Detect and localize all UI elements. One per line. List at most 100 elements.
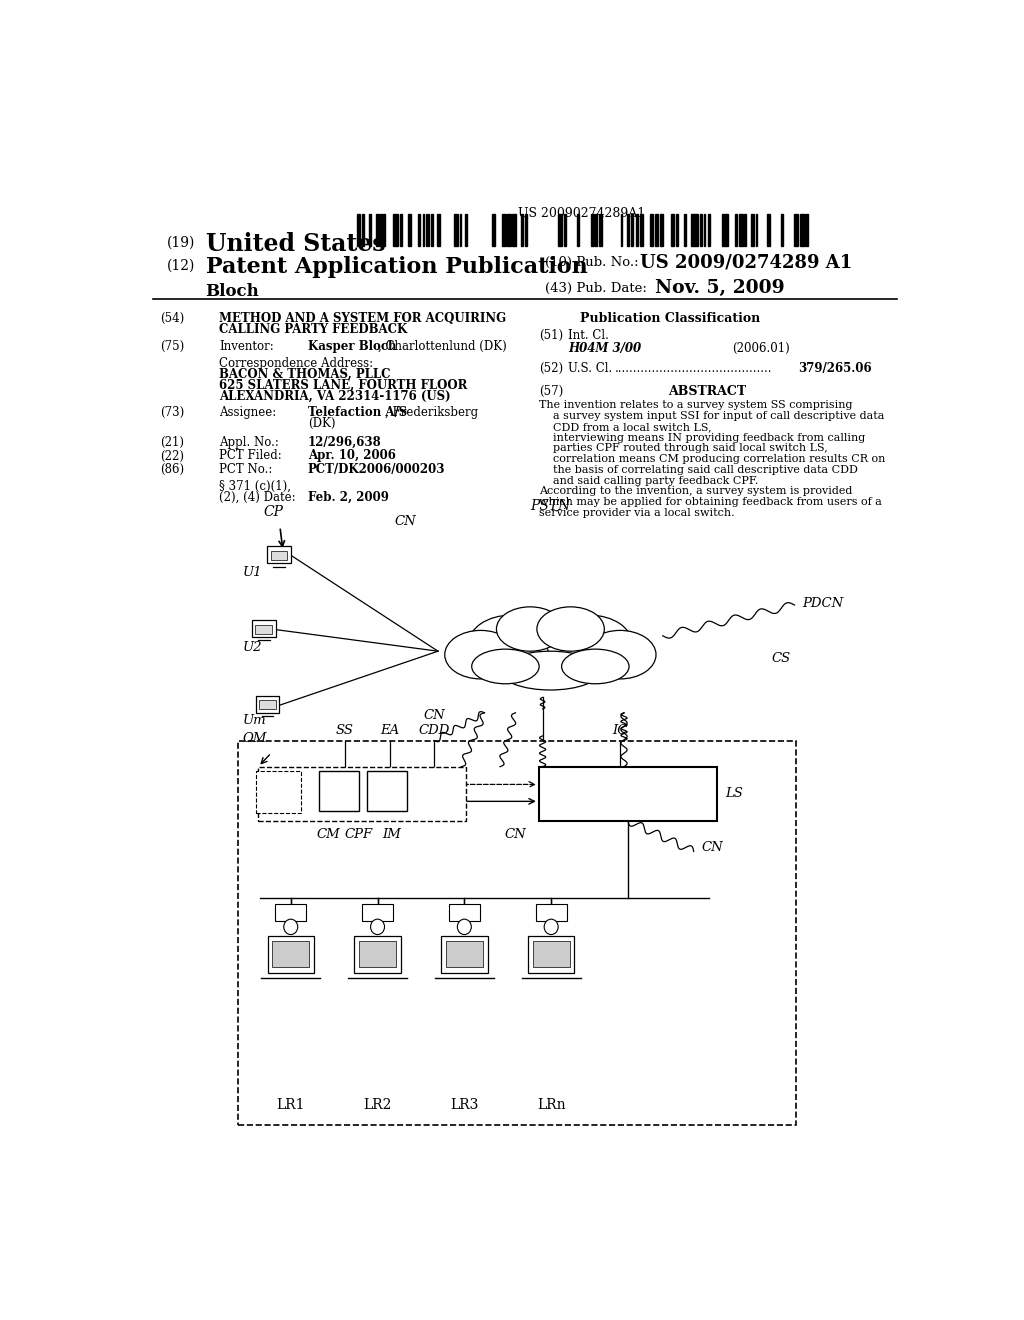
Bar <box>369 214 372 246</box>
Text: (12): (12) <box>167 259 196 272</box>
Ellipse shape <box>472 649 540 684</box>
Text: (57): (57) <box>539 385 563 397</box>
Bar <box>393 214 398 246</box>
Text: Correspondence Address:: Correspondence Address: <box>219 358 374 370</box>
Text: § 371 (c)(1),: § 371 (c)(1), <box>219 480 292 494</box>
Text: CALLING PARTY FEEDBACK: CALLING PARTY FEEDBACK <box>219 323 408 337</box>
Bar <box>672 214 675 246</box>
Text: H04M 3/00: H04M 3/00 <box>568 342 641 355</box>
Ellipse shape <box>371 919 385 935</box>
Bar <box>267 936 314 973</box>
Bar <box>256 696 280 713</box>
Text: BACON & THOMAS, PLLC: BACON & THOMAS, PLLC <box>219 368 391 381</box>
Bar <box>722 214 726 246</box>
Bar <box>536 904 566 921</box>
Bar <box>418 214 420 246</box>
Bar <box>507 214 511 246</box>
Text: LR3: LR3 <box>451 1098 478 1111</box>
Bar <box>275 904 306 921</box>
Text: CP: CP <box>264 504 284 519</box>
Text: According to the invention, a survey system is provided: According to the invention, a survey sys… <box>539 487 852 496</box>
Bar <box>691 214 694 246</box>
Text: CN
CDD: CN CDD <box>419 709 450 738</box>
Text: U.S. Cl.: U.S. Cl. <box>568 363 612 375</box>
Text: (21): (21) <box>161 436 184 449</box>
Text: ..........................................: ........................................… <box>614 363 772 375</box>
Bar <box>362 214 365 246</box>
Bar <box>700 214 701 246</box>
Text: ABSTRACT: ABSTRACT <box>668 385 746 397</box>
Bar <box>502 214 506 246</box>
Bar <box>437 214 439 246</box>
Bar <box>806 214 809 246</box>
Text: LR2: LR2 <box>364 1098 392 1111</box>
Bar <box>267 546 291 564</box>
Bar <box>256 771 301 813</box>
Text: (86): (86) <box>161 463 184 477</box>
Ellipse shape <box>537 607 604 651</box>
Ellipse shape <box>497 607 564 651</box>
Bar <box>238 741 796 1125</box>
Text: (10) Pub. No.:: (10) Pub. No.: <box>545 256 639 269</box>
Bar <box>426 214 427 246</box>
Text: (73): (73) <box>161 407 184 420</box>
Bar <box>794 214 799 246</box>
Text: US 20090274289A1: US 20090274289A1 <box>518 207 645 220</box>
Bar <box>270 550 288 560</box>
Ellipse shape <box>284 919 298 935</box>
Bar <box>524 214 527 246</box>
Bar <box>255 624 272 634</box>
Text: Appl. No.:: Appl. No.: <box>219 436 280 449</box>
Bar <box>383 214 385 246</box>
Bar <box>259 700 275 709</box>
Bar <box>532 941 569 966</box>
Bar <box>564 214 566 246</box>
Text: Telefaction A/S: Telefaction A/S <box>308 407 408 420</box>
Ellipse shape <box>584 631 656 678</box>
Ellipse shape <box>468 615 554 673</box>
Bar <box>460 214 461 246</box>
Bar <box>362 904 393 921</box>
Text: CS: CS <box>771 652 791 665</box>
Text: PCT/DK2006/000203: PCT/DK2006/000203 <box>308 463 445 477</box>
Text: U1: U1 <box>243 566 262 579</box>
Text: ALEXANDRIA, VA 22314-1176 (US): ALEXANDRIA, VA 22314-1176 (US) <box>219 389 452 403</box>
Text: service provider via a local switch.: service provider via a local switch. <box>539 508 734 517</box>
Text: a survey system input SSI for input of call descriptive data: a survey system input SSI for input of c… <box>539 411 884 421</box>
Bar <box>655 214 658 246</box>
Bar <box>650 214 652 246</box>
Bar <box>428 214 429 246</box>
Text: 625 SLATERS LANE, FOURTH FLOOR: 625 SLATERS LANE, FOURTH FLOOR <box>219 379 468 392</box>
Text: PDCN: PDCN <box>802 597 844 610</box>
Bar <box>454 214 458 246</box>
Text: CN: CN <box>701 841 723 854</box>
Text: 12/296,638: 12/296,638 <box>308 436 382 449</box>
Text: IC: IC <box>612 725 628 738</box>
Text: which may be applied for obtaining feedback from users of a: which may be applied for obtaining feedb… <box>539 498 882 507</box>
Text: (2006.01): (2006.01) <box>732 342 791 355</box>
Text: CM: CM <box>316 829 340 841</box>
Bar <box>744 214 745 246</box>
Bar <box>800 214 805 246</box>
Bar <box>441 936 487 973</box>
Text: correlation means CM producing correlation results CR on: correlation means CM producing correlati… <box>539 454 885 465</box>
Bar <box>400 214 402 246</box>
Bar <box>252 620 275 638</box>
Text: (54): (54) <box>161 313 184 326</box>
Bar <box>756 214 758 246</box>
Text: 379/265.06: 379/265.06 <box>799 363 872 375</box>
Text: METHOD AND A SYSTEM FOR ACQUIRING: METHOD AND A SYSTEM FOR ACQUIRING <box>219 313 507 326</box>
Text: Assignee:: Assignee: <box>219 407 276 420</box>
Bar <box>636 214 638 246</box>
Bar <box>595 214 597 246</box>
Bar <box>739 214 743 246</box>
Text: OM: OM <box>243 733 267 744</box>
Bar <box>367 771 407 812</box>
Text: the basis of correlating said call descriptive data CDD: the basis of correlating said call descr… <box>539 465 858 475</box>
Bar <box>726 214 728 246</box>
Bar <box>445 941 483 966</box>
Bar <box>708 214 710 246</box>
Bar <box>592 214 594 246</box>
Ellipse shape <box>561 649 629 684</box>
Text: , Frederiksberg: , Frederiksberg <box>385 407 478 420</box>
